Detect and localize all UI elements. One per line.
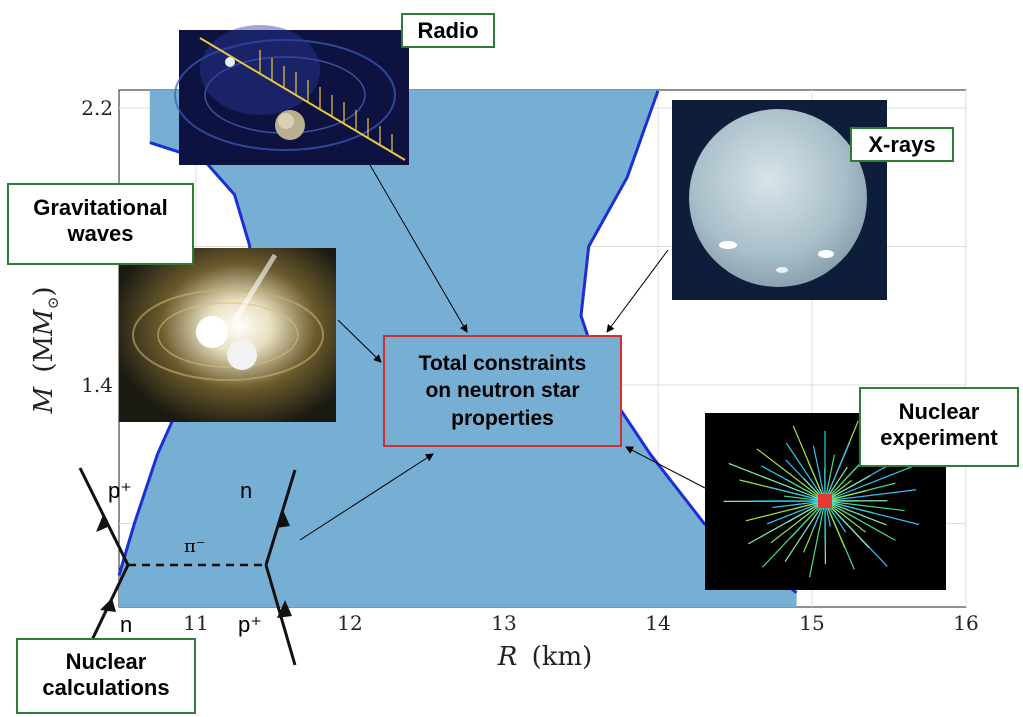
gravitational-wave-image [119, 248, 336, 422]
arrow-radio [369, 164, 468, 333]
x-tick-13: 13 [491, 611, 516, 635]
arrow-nuclear-calculations [299, 453, 434, 541]
particle-track [747, 500, 826, 545]
arrow-nuclear-experiment [625, 446, 706, 489]
feynman-label-pion: π⁻ [184, 536, 205, 557]
radio-tag: Radio [401, 13, 495, 48]
particle-track [824, 475, 871, 502]
particle-track [766, 500, 826, 525]
particle-track [785, 442, 826, 502]
particle-track [792, 425, 826, 502]
feynman-label-top-right: n [240, 478, 252, 503]
particle-track [824, 489, 917, 502]
feynman-arrowheads [96, 510, 292, 618]
radio-pulsar-image [174, 25, 409, 165]
x-tick-11: 11 [183, 611, 208, 635]
xrays-tag: X-rays [850, 127, 954, 162]
x-tick-labels: 11 12 13 14 15 16 [183, 611, 978, 635]
particle-track [756, 448, 826, 502]
total-constraints-box: Total constraints on neutron star proper… [383, 335, 622, 447]
center-line-1: Total constraints [418, 352, 587, 376]
particle-track [772, 500, 826, 509]
feynman-label-top-left: p⁺ [108, 478, 132, 503]
pointer-arrows [299, 164, 706, 541]
particle-track [824, 500, 920, 526]
particle-track [824, 442, 851, 502]
nexp-line-1: Nuclear [898, 399, 980, 424]
ncalc-line-1: Nuclear [65, 649, 147, 674]
feynman-label-bottom-left: n [120, 612, 132, 637]
y-tick-2.2: 2.2 [81, 96, 113, 120]
particle-track [761, 500, 826, 568]
particle-track [812, 445, 826, 502]
center-line-3: properties [451, 406, 554, 430]
nuclear-experiment-tag: Nuclear experiment [859, 387, 1019, 467]
center-line-2: on neutron star [425, 379, 580, 403]
particle-track [824, 458, 866, 502]
particle-track [824, 489, 868, 502]
particle-track [824, 500, 870, 549]
particle-track [728, 462, 826, 502]
y-tick-labels: 1.4 2.2 [81, 96, 113, 397]
particle-track [808, 500, 826, 578]
particle-track [770, 500, 826, 544]
nuclear-calculations-tag: Nuclear calculations [16, 638, 196, 714]
particle-track [824, 500, 896, 541]
particle-track [824, 463, 918, 502]
x-tick-14: 14 [645, 611, 670, 635]
x-tick-12: 12 [337, 611, 362, 635]
particle-track [745, 500, 826, 522]
gravitational-waves-tag: Gravitational waves [7, 183, 194, 265]
feynman-label-bottom-right: p⁺ [238, 612, 262, 637]
gw-line-2: waves [67, 221, 134, 247]
particle-track [824, 500, 846, 548]
particle-track [767, 486, 826, 502]
ncalc-line-2: calculations [42, 675, 170, 701]
arrow-gw [337, 319, 382, 363]
x-tick-15: 15 [799, 611, 824, 635]
particle-track [824, 500, 905, 512]
particle-track [784, 500, 826, 562]
y-axis-label: M (MM⊙) [29, 286, 62, 414]
y-tick-1.4: 1.4 [81, 373, 113, 397]
particle-track [824, 500, 887, 526]
x-tick-16: 16 [953, 611, 978, 635]
gw-line-1: Gravitational [33, 195, 168, 220]
arrow-xrays [606, 249, 669, 333]
particle-track [824, 454, 836, 502]
x-axis-label: R (km) [497, 642, 593, 672]
nexp-line-2: experiment [880, 425, 998, 451]
